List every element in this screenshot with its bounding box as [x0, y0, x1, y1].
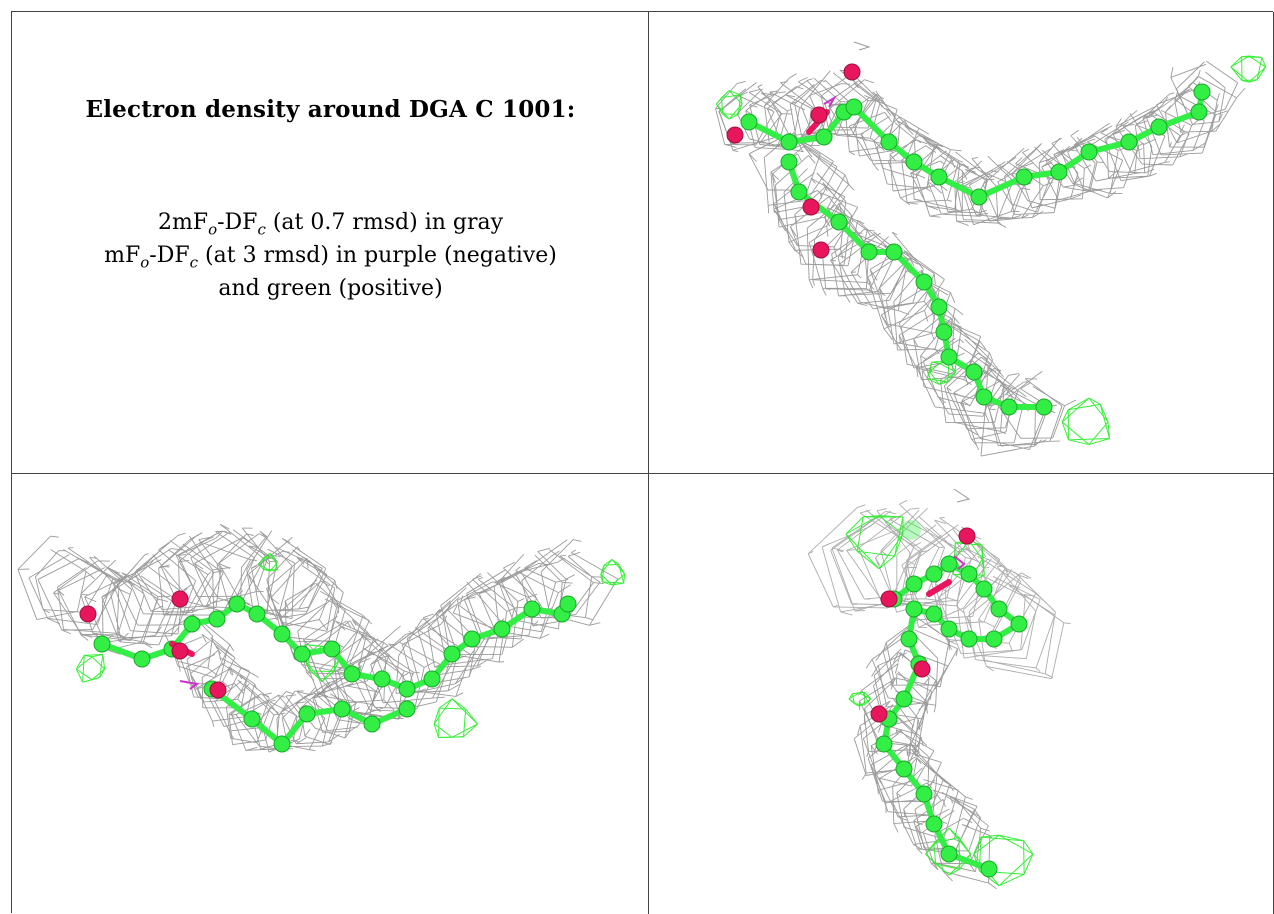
positive-blob: [1062, 398, 1109, 445]
positive-blob: [434, 699, 478, 738]
faded-carbon-atom: [901, 520, 921, 540]
carbon-chain-loop: [204, 681, 415, 752]
legend-line-2fofc: 2mFo-DFc (at 0.7 rmsd) in gray: [12, 206, 649, 239]
arrow-mark: [854, 42, 869, 50]
oxygen-atom: [811, 107, 827, 123]
positive-blob: [974, 835, 1033, 886]
positive-blob: [601, 559, 625, 585]
oxygen-atom: [914, 661, 930, 677]
oxygen-atom: [80, 606, 96, 622]
oxygen-atom: [844, 64, 860, 80]
density-legend: 2mFo-DFc (at 0.7 rmsd) in gray mFo-DFc (…: [12, 206, 649, 305]
positive-blob: [76, 654, 104, 682]
molecule-density-image-2: [12, 474, 649, 914]
figure-grid: Electron density around DGA C 1001: 2mFo…: [11, 11, 1273, 913]
carbon-chain-upper: [741, 84, 1210, 205]
oxygen-atom: [727, 127, 743, 143]
arrow-mark: [954, 489, 969, 502]
density-view-bottom-left: [12, 474, 649, 914]
caption-cell: Electron density around DGA C 1001: 2mFo…: [12, 12, 649, 474]
molecule-density-image-1: [649, 12, 1274, 474]
oxygen-atom: [959, 528, 975, 544]
legend-line-fofc: mFo-DFc (at 3 rmsd) in purple (negative): [12, 239, 649, 272]
positive-blob: [849, 692, 871, 706]
legend-line-colors: and green (positive): [12, 272, 649, 305]
oxygen-atom: [172, 643, 188, 659]
molecule-density-image-3: [649, 474, 1274, 914]
figure-title: Electron density around DGA C 1001:: [12, 96, 649, 123]
oxygen-atom: [803, 199, 819, 215]
density-view-top-right: [649, 12, 1274, 474]
oxygen-atom: [871, 706, 887, 722]
density-view-bottom-right: [649, 474, 1274, 914]
oxygen-atom: [210, 682, 226, 698]
oxygen-atom: [172, 591, 188, 607]
positive-blob: [1231, 56, 1266, 82]
oxygen-atom: [881, 591, 897, 607]
oxygen-atom: [813, 242, 829, 258]
